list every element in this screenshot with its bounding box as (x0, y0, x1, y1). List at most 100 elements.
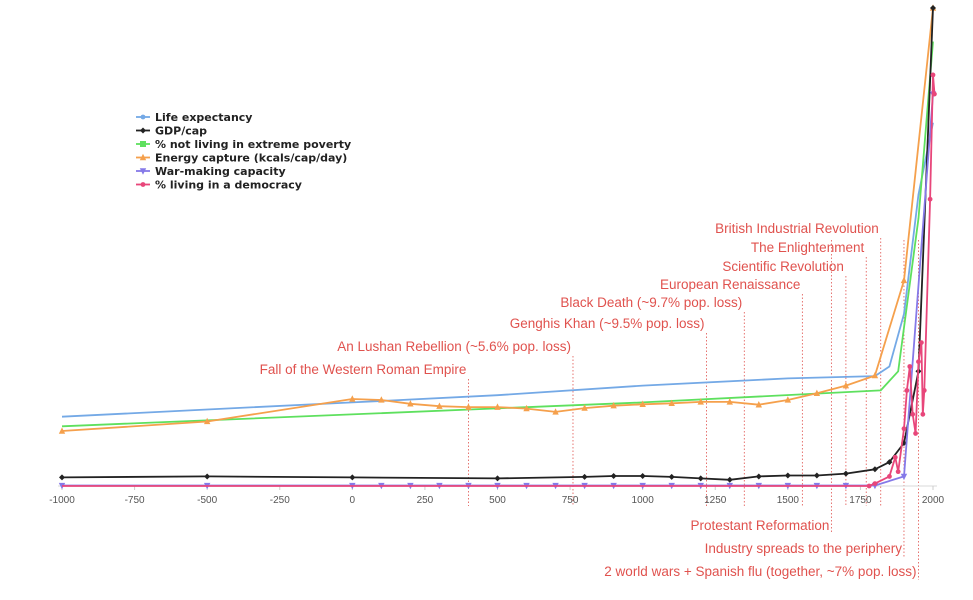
series--not-living-in-extreme-poverty (61, 41, 934, 428)
data-point (58, 427, 66, 434)
x-tick-label: 1500 (777, 495, 800, 506)
data-point (139, 153, 147, 161)
data-point (755, 473, 762, 480)
data-point (552, 408, 559, 415)
data-point (886, 459, 893, 466)
data-point (910, 411, 916, 417)
data-point (349, 395, 356, 402)
x-tick-label: 1750 (849, 495, 872, 506)
x-tick-label: 750 (562, 495, 579, 506)
series-line (61, 41, 934, 428)
x-tick-label: -500 (197, 495, 217, 506)
data-point (726, 476, 733, 483)
data-point (872, 481, 878, 487)
data-point (755, 401, 762, 408)
data-point (900, 473, 908, 481)
data-point (139, 168, 147, 175)
data-point (842, 381, 850, 389)
event-label: Scientific Revolution (722, 259, 844, 274)
data-point (784, 396, 792, 403)
event-annotations: Fall of the Western Roman Empire An Lusha… (260, 221, 917, 579)
x-tick-label: -750 (125, 495, 145, 506)
legend-item: % not living in extreme poverty (136, 138, 351, 151)
data-point (59, 474, 65, 481)
data-point (697, 475, 704, 482)
data-point (866, 483, 872, 489)
legend-item: War-making capacity (136, 165, 286, 178)
x-tick-label: 2000 (922, 495, 945, 506)
data-point (918, 340, 924, 345)
data-point (900, 276, 908, 284)
legend-label: Life expectancy (155, 111, 252, 124)
event-label: 2 world wars + Spanish flu (together, ~7… (604, 564, 916, 579)
x-axis: -1000 -750 -500 -250 0 250 500 750 1000 1250 1500 1… (49, 485, 945, 506)
event-label: Genghis Khan (~9.5% pop. loss) (510, 316, 705, 331)
data-point (784, 472, 791, 479)
legend-label: GDP/cap (155, 125, 207, 138)
legend-label: War-making capacity (155, 165, 286, 178)
data-point (581, 473, 588, 480)
event-label: Fall of the Western Roman Empire (260, 362, 467, 377)
data-point (140, 127, 146, 134)
x-tick-label: 500 (489, 495, 506, 506)
x-tick-label: 1000 (632, 495, 655, 506)
data-point (913, 431, 918, 436)
data-point (887, 474, 892, 479)
data-point (895, 469, 901, 475)
series-gdp-cap (59, 5, 936, 483)
data-point (140, 182, 146, 187)
data-point (813, 472, 820, 479)
data-point (927, 196, 933, 202)
data-point (581, 404, 588, 411)
data-point (668, 473, 675, 480)
data-point (871, 371, 879, 379)
legend-item: % living in a democracy (136, 179, 302, 192)
data-point (930, 5, 936, 11)
data-point (610, 401, 617, 409)
data-point (892, 454, 898, 460)
legend-item: Life expectancy (136, 111, 252, 124)
data-point (907, 364, 913, 369)
event-label: The Enlightenment (751, 240, 865, 255)
x-tick-label: 250 (417, 495, 434, 506)
series-energy-capture-kcals-cap-day- (58, 4, 937, 434)
data-point (407, 400, 414, 407)
data-point (726, 398, 733, 405)
event-label: Industry spreads to the periphery (705, 541, 903, 556)
data-point (668, 399, 675, 407)
data-point (639, 400, 646, 407)
x-tick-label: 0 (350, 495, 356, 506)
data-point (523, 404, 530, 412)
data-point (921, 388, 927, 393)
data-point (610, 472, 617, 479)
data-point (494, 403, 501, 410)
event-label: Protestant Reformation (691, 518, 830, 533)
legend-label: Energy capture (kcals/cap/day) (155, 152, 347, 165)
data-point (930, 72, 936, 78)
x-tick-label: -250 (270, 495, 290, 506)
data-point (932, 91, 937, 97)
legend-label: % not living in extreme poverty (155, 138, 351, 151)
data-point (916, 359, 921, 365)
data-point (436, 402, 443, 409)
data-point (140, 114, 146, 120)
legend-item: GDP/cap (136, 125, 207, 138)
data-point (494, 475, 501, 482)
event-label: British Industrial Revolution (715, 221, 879, 236)
data-point (378, 396, 385, 403)
event-label: An Lushan Rebellion (~5.6% pop. loss) (337, 339, 571, 354)
data-point (842, 470, 849, 477)
series-line (61, 122, 934, 418)
data-point (813, 389, 821, 396)
data-point (140, 141, 146, 147)
data-point (904, 388, 910, 393)
x-tick-label: -1000 (49, 495, 75, 506)
data-point (920, 411, 926, 417)
series--living-in-a-democracy (62, 72, 937, 489)
legend-label: % living in a democracy (155, 179, 302, 192)
event-label: Black Death (~9.7% pop. loss) (560, 295, 742, 310)
data-point (871, 466, 878, 473)
event-label: European Renaissance (660, 277, 800, 292)
